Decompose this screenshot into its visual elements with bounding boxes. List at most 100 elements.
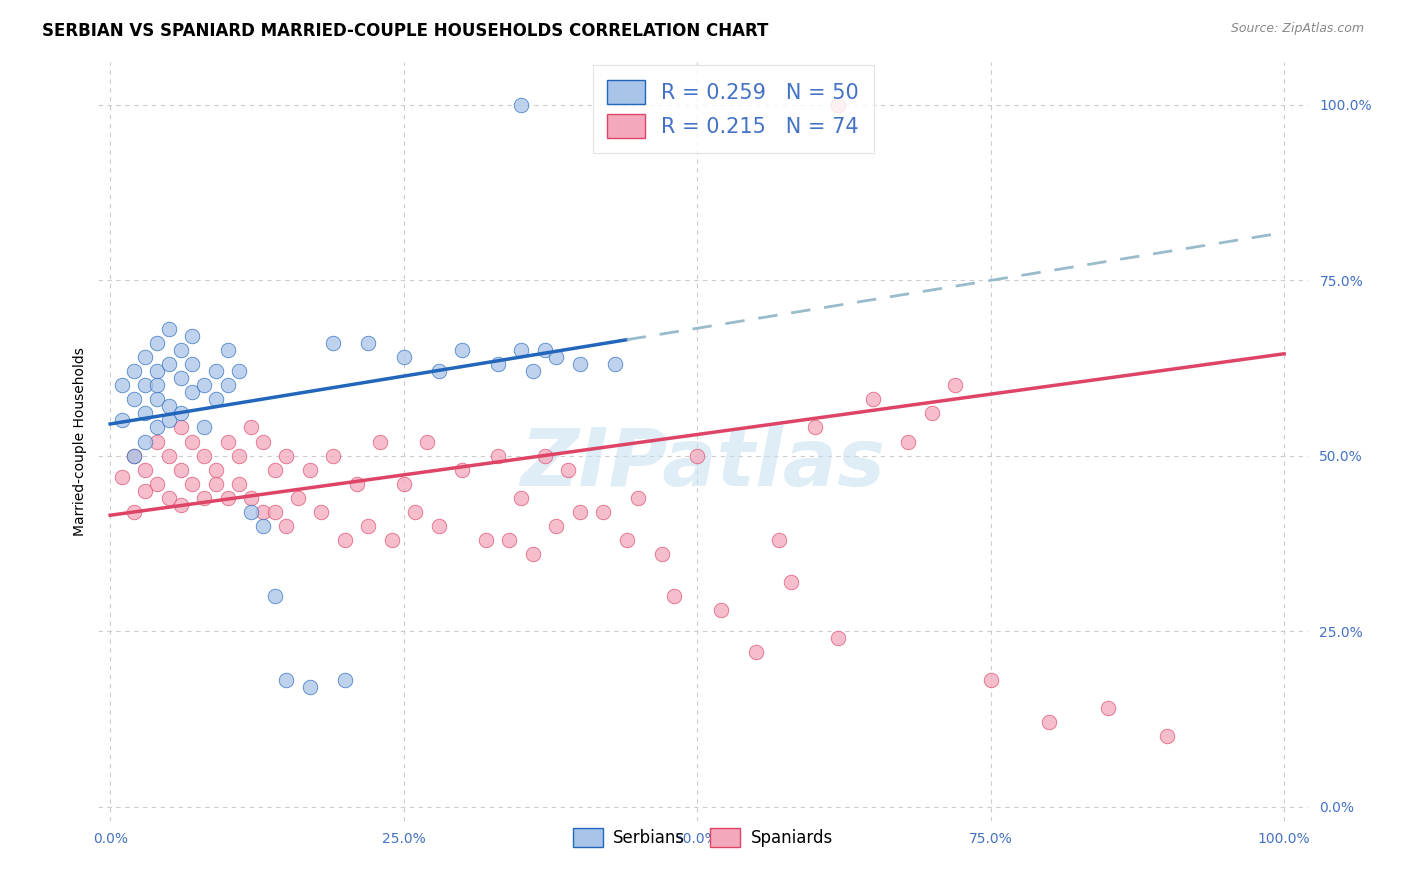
Point [404, 505, 426, 519]
Point [122, 505, 145, 519]
Point [522, 547, 544, 561]
Legend: Serbians, Spaniards: Serbians, Spaniards [567, 822, 839, 854]
Point [357, 336, 380, 351]
Point [181, 434, 204, 449]
Point [228, 364, 250, 378]
Point [803, 420, 825, 434]
Point [217, 378, 239, 392]
Point [510, 491, 533, 505]
Point [322, 449, 344, 463]
Point [392, 351, 415, 365]
Point [333, 533, 356, 547]
Point [533, 449, 555, 463]
Point [157, 357, 180, 371]
Point [193, 420, 215, 434]
Point [416, 434, 439, 449]
Point [146, 476, 169, 491]
Point [451, 462, 474, 476]
Point [169, 498, 191, 512]
Point [169, 462, 191, 476]
Point [568, 357, 591, 371]
Point [392, 476, 415, 491]
Point [157, 322, 180, 336]
Point [1156, 730, 1178, 744]
Point [169, 343, 191, 358]
Point [710, 603, 733, 617]
Point [146, 392, 169, 407]
Point [111, 378, 134, 392]
Point [263, 505, 285, 519]
Point [111, 469, 134, 483]
Point [862, 392, 884, 407]
Point [980, 673, 1002, 688]
Point [510, 97, 533, 112]
Point [522, 364, 544, 378]
Point [592, 505, 614, 519]
Point [546, 518, 568, 533]
Point [768, 533, 790, 547]
Point [204, 462, 226, 476]
Point [662, 589, 685, 603]
Point [122, 449, 145, 463]
Point [510, 343, 533, 358]
Point [276, 518, 298, 533]
Point [427, 364, 450, 378]
Point [134, 378, 156, 392]
Point [498, 533, 520, 547]
Point [181, 385, 204, 400]
Point [228, 449, 250, 463]
Point [533, 343, 555, 358]
Point [204, 476, 226, 491]
Text: SERBIAN VS SPANIARD MARRIED-COUPLE HOUSEHOLDS CORRELATION CHART: SERBIAN VS SPANIARD MARRIED-COUPLE HOUSE… [42, 22, 769, 40]
Point [616, 533, 638, 547]
Point [157, 491, 180, 505]
Point [122, 449, 145, 463]
Point [111, 413, 134, 427]
Point [921, 407, 943, 421]
Point [157, 400, 180, 414]
Point [134, 462, 156, 476]
Point [134, 407, 156, 421]
Point [252, 518, 274, 533]
Point [486, 449, 509, 463]
Point [651, 547, 673, 561]
Point [557, 462, 579, 476]
Point [311, 505, 333, 519]
Point [240, 420, 263, 434]
Point [897, 434, 920, 449]
Point [780, 574, 803, 589]
Point [827, 97, 849, 112]
Point [346, 476, 368, 491]
Point [451, 343, 474, 358]
Point [169, 371, 191, 385]
Point [276, 673, 298, 688]
Point [298, 462, 321, 476]
Point [945, 378, 967, 392]
Point [486, 357, 509, 371]
Point [1097, 701, 1119, 715]
Point [263, 462, 285, 476]
Point [181, 357, 204, 371]
Point [146, 364, 169, 378]
Point [146, 336, 169, 351]
Y-axis label: Married-couple Households: Married-couple Households [73, 347, 87, 536]
Point [217, 343, 239, 358]
Point [240, 491, 263, 505]
Point [169, 420, 191, 434]
Point [368, 434, 391, 449]
Point [276, 449, 298, 463]
Point [146, 378, 169, 392]
Point [357, 518, 380, 533]
Point [627, 491, 650, 505]
Point [333, 673, 356, 688]
Point [475, 533, 498, 547]
Point [322, 336, 344, 351]
Point [204, 364, 226, 378]
Point [134, 483, 156, 498]
Point [193, 491, 215, 505]
Point [122, 364, 145, 378]
Point [240, 505, 263, 519]
Point [193, 378, 215, 392]
Point [193, 449, 215, 463]
Point [263, 589, 285, 603]
